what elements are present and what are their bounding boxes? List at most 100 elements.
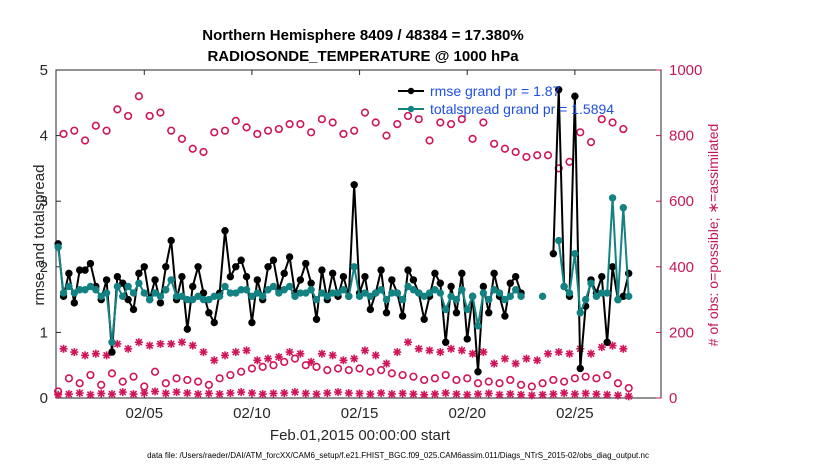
point-possible bbox=[619, 124, 628, 134]
point-totalspread bbox=[614, 295, 622, 304]
point-possible bbox=[156, 108, 165, 117]
point-assimilated bbox=[231, 348, 240, 357]
point-assimilated bbox=[344, 389, 353, 398]
point-possible bbox=[312, 362, 321, 371]
asterisk-stroke bbox=[92, 350, 100, 358]
point-totalspread bbox=[113, 282, 122, 291]
point-possible bbox=[377, 366, 386, 375]
point-rmse bbox=[603, 338, 611, 346]
point-assimilated bbox=[199, 348, 208, 357]
point-assimilated bbox=[183, 389, 192, 398]
asterisk-stroke bbox=[582, 389, 590, 397]
point-totalspread bbox=[140, 289, 148, 297]
point-assimilated bbox=[64, 390, 73, 399]
asterisk-stroke bbox=[108, 390, 116, 398]
point-assimilated bbox=[393, 348, 402, 357]
y-tick-label-right: 0 bbox=[669, 390, 677, 407]
asterisk-stroke bbox=[264, 355, 272, 363]
asterisk-stroke bbox=[501, 355, 509, 363]
point-possible bbox=[533, 151, 542, 160]
asterisk-stroke bbox=[194, 390, 202, 398]
asterisk-stroke bbox=[506, 390, 514, 398]
point-rmse bbox=[302, 259, 310, 268]
point-possible bbox=[231, 116, 240, 125]
asterisk-stroke bbox=[361, 346, 369, 355]
point-possible bbox=[339, 129, 348, 139]
point-totalspread bbox=[366, 292, 375, 301]
point-totalspread bbox=[145, 295, 154, 304]
point-totalspread bbox=[361, 289, 369, 297]
point-possible bbox=[124, 111, 133, 121]
point-possible bbox=[285, 120, 294, 129]
asterisk-stroke bbox=[382, 359, 391, 368]
point-possible bbox=[420, 375, 429, 385]
point-totalspread bbox=[625, 292, 633, 301]
point-possible bbox=[107, 369, 117, 378]
point-rmse bbox=[571, 92, 579, 100]
point-assimilated bbox=[290, 388, 299, 397]
point-possible bbox=[527, 382, 536, 391]
point-rmse bbox=[232, 263, 240, 271]
point-possible bbox=[436, 118, 445, 127]
point-totalspread bbox=[189, 295, 197, 304]
point-possible bbox=[463, 374, 472, 383]
asterisk-stroke bbox=[388, 390, 396, 398]
point-rmse bbox=[452, 309, 461, 317]
point-assimilated bbox=[414, 344, 423, 353]
point-possible bbox=[350, 126, 359, 135]
point-assimilated bbox=[619, 344, 628, 353]
point-totalspread bbox=[194, 292, 202, 301]
point-possible bbox=[307, 128, 316, 137]
point-assimilated bbox=[463, 390, 472, 399]
point-assimilated bbox=[490, 359, 499, 368]
point-rmse bbox=[178, 272, 186, 281]
point-rmse bbox=[307, 279, 315, 287]
point-rmse bbox=[312, 315, 321, 323]
asterisk-stroke bbox=[528, 391, 536, 399]
point-totalspread bbox=[59, 289, 68, 297]
point-totalspread bbox=[415, 289, 423, 297]
legend-spread-marker bbox=[407, 105, 415, 113]
point-totalspread bbox=[468, 292, 477, 301]
asterisk-stroke bbox=[619, 345, 627, 353]
point-rmse bbox=[463, 335, 471, 343]
asterisk-stroke bbox=[452, 390, 461, 398]
point-assimilated bbox=[355, 389, 364, 398]
asterisk-stroke bbox=[275, 353, 283, 361]
point-totalspread bbox=[242, 286, 251, 294]
point-possible bbox=[608, 118, 617, 127]
point-assimilated bbox=[204, 389, 213, 398]
point-possible bbox=[603, 370, 612, 380]
point-rmse bbox=[129, 305, 138, 314]
point-rmse bbox=[194, 263, 202, 271]
asterisk-stroke bbox=[318, 350, 326, 358]
point-rmse bbox=[485, 309, 493, 317]
point-assimilated bbox=[473, 390, 482, 399]
asterisk-stroke bbox=[113, 340, 121, 348]
point-possible bbox=[446, 120, 456, 129]
asterisk-stroke bbox=[442, 389, 450, 397]
point-possible bbox=[538, 379, 547, 388]
asterisk-stroke bbox=[269, 389, 278, 397]
point-assimilated bbox=[581, 389, 590, 398]
point-assimilated bbox=[500, 354, 509, 363]
point-rmse bbox=[328, 269, 337, 278]
point-rmse bbox=[549, 249, 558, 258]
point-assimilated bbox=[554, 348, 563, 357]
point-possible bbox=[387, 369, 396, 378]
point-totalspread bbox=[269, 282, 278, 291]
x-axis-label: Feb.01,2015 00:00:00 start bbox=[270, 427, 451, 444]
asterisk-stroke bbox=[242, 346, 251, 355]
point-assimilated bbox=[538, 390, 547, 399]
point-assimilated bbox=[156, 339, 165, 348]
point-possible bbox=[253, 129, 262, 139]
asterisk-stroke bbox=[86, 391, 95, 399]
point-assimilated bbox=[398, 389, 407, 398]
point-possible bbox=[150, 367, 160, 376]
asterisk-stroke bbox=[485, 389, 493, 397]
point-possible bbox=[134, 92, 143, 101]
point-assimilated bbox=[70, 348, 79, 357]
point-totalspread bbox=[81, 286, 89, 294]
point-possible bbox=[183, 375, 192, 385]
point-possible bbox=[360, 108, 370, 117]
